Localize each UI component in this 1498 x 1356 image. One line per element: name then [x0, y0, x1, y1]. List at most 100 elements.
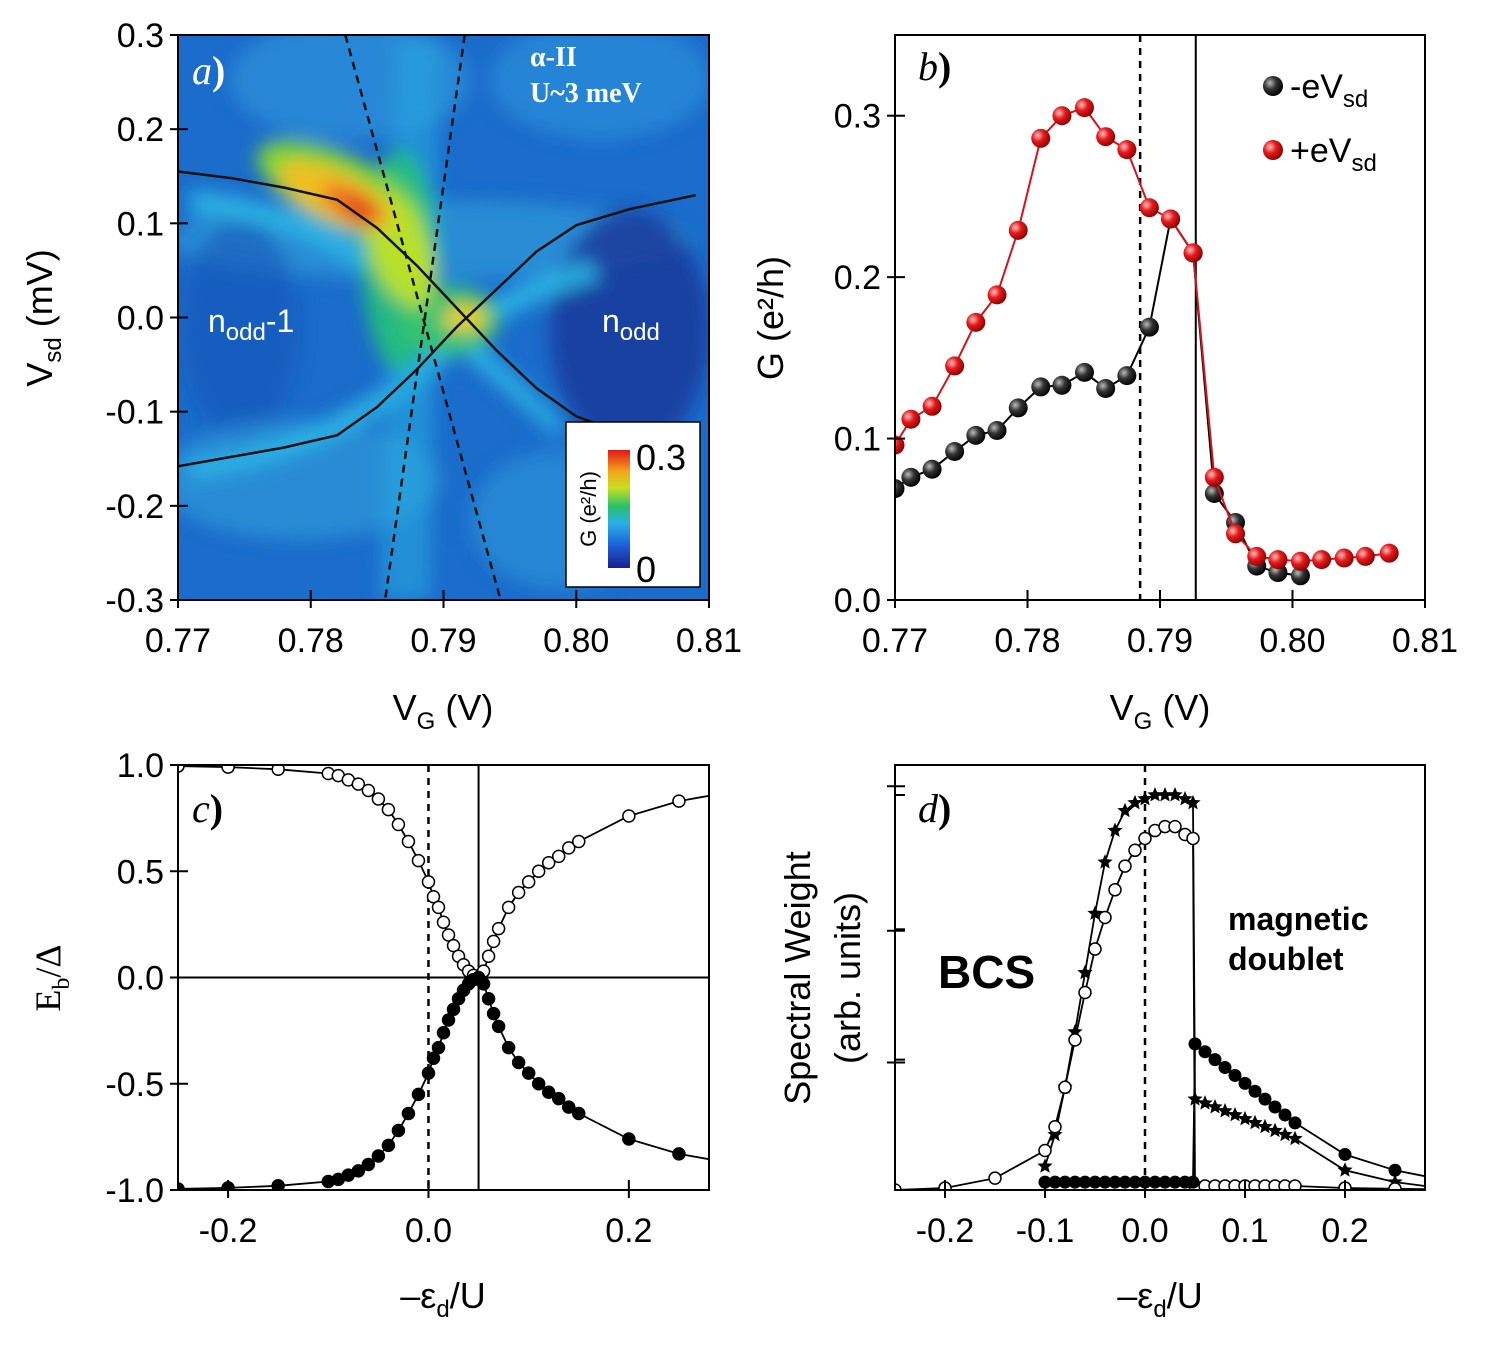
c-point-0-1 — [221, 765, 235, 774]
b-point-1-16 — [1226, 524, 1246, 544]
c-point-1-12 — [411, 1087, 426, 1102]
b-point-0-2 — [922, 459, 942, 479]
d-xtick-label-4: 0.2 — [1321, 1212, 1368, 1250]
d-point-star-11 — [1147, 787, 1163, 802]
a-ytick-label-3: 0.0 — [117, 300, 164, 338]
legend-label-pos: +eVsd — [1290, 132, 1377, 177]
c-point-0-37 — [672, 794, 686, 808]
b-point-0-11 — [1117, 366, 1137, 386]
d-point-open-11 — [1118, 859, 1132, 873]
c-point-0-29 — [511, 885, 526, 900]
d-point-star-22 — [1247, 1114, 1263, 1130]
d-point-star-24 — [1267, 1122, 1283, 1138]
b-point-1-19 — [1290, 551, 1310, 571]
d-point-star-26 — [1287, 1130, 1303, 1146]
c-point-1-25 — [481, 992, 496, 1006]
panel-label-d: d) — [918, 786, 951, 831]
c-point-0-18 — [446, 938, 461, 953]
a-ytick-label-1: 0.2 — [117, 111, 164, 149]
b-point-0-6 — [1008, 398, 1028, 418]
b-xtick-label-2: 0.79 — [1127, 622, 1193, 660]
d-xtick-label-2: 0.0 — [1121, 1212, 1168, 1250]
c-point-1-14 — [426, 1051, 441, 1065]
colorbar-min: 0 — [636, 549, 656, 590]
d-point-open-7 — [1078, 985, 1092, 1000]
b-point-1-22 — [1355, 546, 1375, 566]
b-point-0-3 — [945, 441, 965, 461]
d-point-open-2 — [988, 1171, 1002, 1185]
d-point-star-0 — [1037, 1158, 1053, 1173]
c-ytick-label-4: -1.0 — [105, 1172, 164, 1210]
label-doublet: doublet — [1228, 941, 1344, 977]
colorbar-max: 0.3 — [636, 437, 686, 478]
colorbar-gradient — [608, 450, 630, 568]
d-point-star-19 — [1217, 1103, 1233, 1118]
colorbar-box — [565, 421, 701, 588]
c-point-1-13 — [421, 1066, 436, 1080]
d-point-open-8 — [1088, 942, 1102, 956]
c-point-0-7 — [361, 783, 376, 798]
b-point-1-12 — [1139, 198, 1159, 218]
region-right-label: nodd — [602, 303, 660, 346]
d-point-filled-16 — [1188, 1037, 1202, 1051]
series-b — [895, 98, 1399, 586]
c-point-1-28 — [501, 1040, 516, 1055]
d-point-filled-19 — [1218, 1061, 1232, 1075]
d-point-open-31 — [1388, 1182, 1402, 1190]
d-point-star-15 — [1185, 794, 1201, 810]
d-point-filled-4 — [1078, 1175, 1092, 1189]
annotation-alpha: α-II — [530, 42, 577, 73]
c-point-0-8 — [371, 792, 386, 806]
ticks-b: 0.77 0.78 0.79 0.80 0.81 0.0 0.1 0.2 0.3 — [834, 98, 1458, 660]
a-xtick-label-4: 0.81 — [676, 622, 742, 660]
d-point-filled-1 — [1048, 1175, 1062, 1189]
d-point-filled-11 — [1148, 1175, 1162, 1189]
b-point-1-1 — [901, 409, 921, 429]
c-point-1-27 — [491, 1019, 506, 1034]
b-point-0-0 — [895, 479, 905, 499]
b-point-1-18 — [1268, 550, 1288, 570]
c-point-1-8 — [371, 1149, 386, 1163]
d-point-open-3 — [1038, 1143, 1052, 1158]
d-point-filled-6 — [1098, 1175, 1112, 1189]
d-point-filled-17 — [1198, 1045, 1212, 1059]
c-point-0-32 — [541, 856, 556, 870]
y-axis-label-c: Eb/Δ — [28, 944, 75, 1011]
x-axis-label-a: VG (V) — [393, 687, 494, 735]
b-point-1-20 — [1312, 550, 1332, 570]
b-ytick-label-1: 0.1 — [834, 421, 881, 459]
c-xtick-label-2: 0.2 — [605, 1212, 652, 1250]
d-point-open-10 — [1108, 883, 1122, 897]
d-point-filled-2 — [1058, 1175, 1072, 1189]
d-point-star-13 — [1167, 787, 1183, 802]
b-point-0-12 — [1139, 317, 1159, 337]
a-ytick-label-5: -0.2 — [105, 488, 164, 526]
b-point-1-15 — [1204, 467, 1224, 487]
d-point-open-0 — [895, 1183, 902, 1190]
c-point-0-6 — [351, 777, 366, 791]
legend-marker-neg — [1263, 76, 1283, 96]
d-point-star-7 — [1107, 822, 1123, 837]
a-ytick-label-4: -0.1 — [105, 394, 164, 432]
d-point-filled-22 — [1248, 1084, 1262, 1098]
c-point-1-37 — [672, 1147, 686, 1161]
series-d — [895, 787, 1425, 1190]
frame-d — [894, 764, 1426, 1191]
c-point-0-28 — [501, 900, 516, 915]
c-point-1-17 — [441, 1013, 456, 1027]
panel-label-c: c) — [192, 786, 223, 831]
b-point-0-10 — [1096, 379, 1116, 399]
c-point-0-10 — [391, 817, 406, 832]
a-xtick-label-2: 0.79 — [410, 622, 476, 660]
d-point-star-17 — [1197, 1095, 1213, 1110]
d-point-filled-23 — [1258, 1092, 1272, 1106]
c-point-1-26 — [486, 1006, 501, 1021]
label-bcs: BCS — [938, 946, 1035, 998]
panel-label-a: a) — [192, 48, 225, 93]
b-point-0-4 — [966, 425, 986, 445]
d-point-filled-20 — [1228, 1068, 1242, 1082]
y-axis-label-b: G (e²/h) — [750, 256, 791, 380]
a-xtick-label-0: 0.77 — [145, 622, 211, 660]
c-point-1-34 — [561, 1100, 576, 1114]
